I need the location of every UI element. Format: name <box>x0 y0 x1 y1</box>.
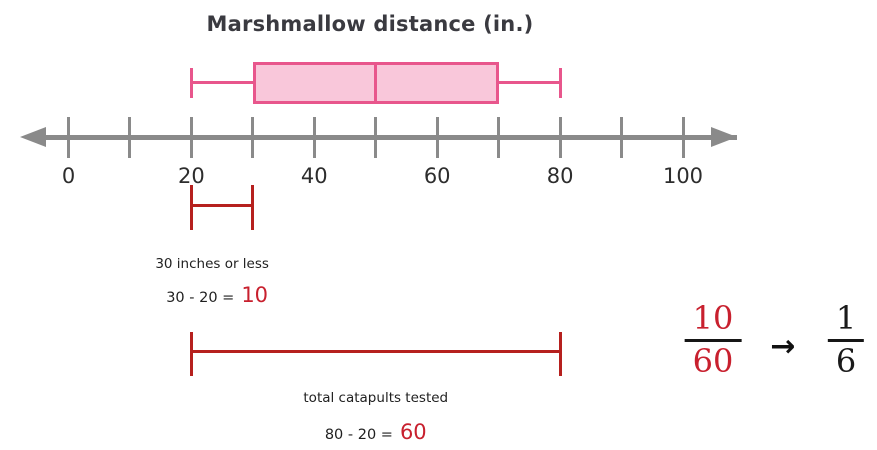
range1-equation: 30 - 20 = 10 <box>166 283 268 307</box>
fraction-original-denominator: 60 <box>692 341 734 380</box>
right-arrow-icon: → <box>770 329 796 364</box>
axis-tick <box>189 117 193 158</box>
axis-tick <box>312 117 316 158</box>
axis-tick-label: 80 <box>546 164 574 188</box>
left-arrowhead-icon <box>20 127 46 147</box>
range2-bracket-end <box>558 332 562 376</box>
axis-tick <box>558 117 562 158</box>
axis-tick <box>128 117 132 158</box>
axis-line <box>28 135 737 140</box>
fraction-original-numerator: 10 <box>684 301 742 342</box>
fraction-simplified-denominator: 6 <box>835 341 857 380</box>
axis-tick <box>620 117 624 158</box>
range1-equation-result: 10 <box>241 283 269 307</box>
axis-tick <box>251 117 255 158</box>
range1-label: 30 inches or less <box>155 256 269 272</box>
fraction-original: 10 60 <box>684 301 742 380</box>
axis-tick-label: 60 <box>423 164 451 188</box>
whisker-right-line <box>498 81 561 84</box>
axis-tick-label: 40 <box>300 164 328 188</box>
axis-tick-label: 0 <box>61 164 76 188</box>
axis-tick <box>681 117 685 158</box>
range1-bracket-end <box>189 185 193 230</box>
range2-label: total catapults tested <box>303 390 449 406</box>
axis-tick <box>374 117 378 158</box>
range2-equation: 80 - 20 = 60 <box>325 420 427 444</box>
range2-equation-text: 80 - 20 = <box>324 427 393 443</box>
whisker-max-cap <box>558 68 562 98</box>
range1-bracket-span <box>191 204 253 207</box>
axis-tick <box>497 117 501 158</box>
right-arrowhead-icon <box>711 127 737 147</box>
axis-tick <box>67 117 70 158</box>
range2-equation-result: 60 <box>399 420 427 444</box>
whisker-left-line <box>191 81 253 84</box>
fraction-simplified-numerator: 1 <box>827 301 865 342</box>
range2-bracket-end <box>189 332 193 376</box>
axis-tick-label: 100 <box>662 164 704 188</box>
axis-tick <box>435 117 439 158</box>
range1-bracket-end <box>251 185 255 230</box>
range2-bracket-span <box>191 350 561 353</box>
median-line <box>374 62 378 104</box>
fraction-simplified: 1 6 <box>827 301 865 380</box>
range1-equation-text: 30 - 20 = <box>166 290 235 306</box>
chart-title: Marshmallow distance (in.) <box>206 12 534 36</box>
axis-tick-label: 20 <box>178 164 205 188</box>
